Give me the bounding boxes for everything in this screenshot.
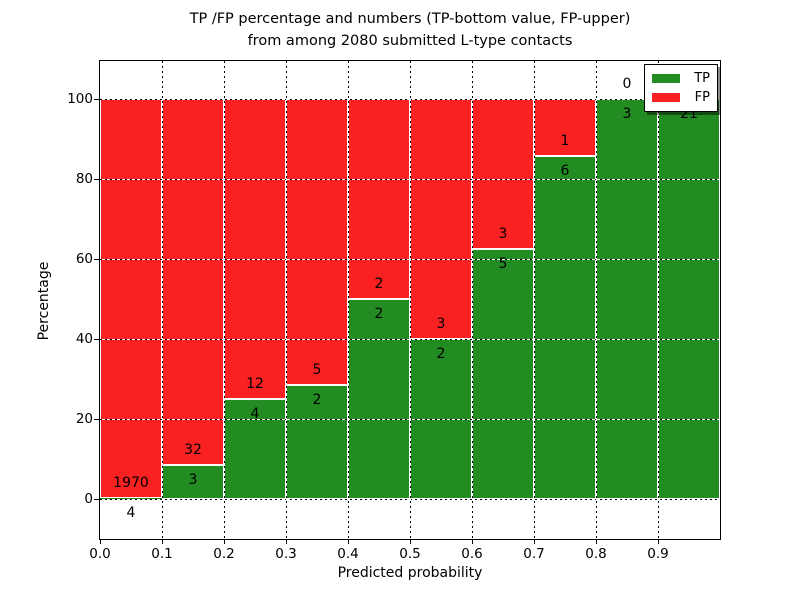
x-gridline [286,61,287,539]
bar-tp-segment [100,498,162,499]
x-gridline [596,61,597,539]
x-tick-mark [348,539,349,544]
fp-count-label: 1970 [113,475,149,492]
legend-entry-fp: FP [652,90,710,105]
fp-count-label: 3 [498,226,508,242]
bar-fp-segment [410,99,472,339]
x-gridline [224,61,225,539]
bar-tp-segment [596,99,658,499]
x-tick-label: 0.1 [151,546,173,562]
x-tick-label: 0.0 [89,546,111,562]
y-axis-label: Percentage [36,261,52,341]
y-tick-mark [94,499,99,500]
tp-count-label: 6 [560,163,570,180]
bar-fp-segment [286,99,348,385]
x-tick-label: 0.6 [461,546,483,562]
x-gridline [162,61,163,539]
legend: TP FP [644,64,718,112]
chart-title-line-2: from among 2080 submitted L-type contact… [247,33,573,49]
x-tick-mark [534,539,535,544]
y-tick-label: 100 [67,91,93,107]
x-tick-label: 0.5 [399,546,421,562]
chart-title-line-1: TP /FP percentage and numbers (TP-bottom… [189,11,631,27]
fp-count-label: 1 [560,133,570,150]
tp-count-label: 2 [374,306,384,322]
x-gridline [472,61,473,539]
bar-fp-segment [348,99,410,299]
bar-fp-segment [100,99,162,499]
x-tick-label: 0.7 [523,546,545,562]
fp-count-label: 32 [184,441,202,458]
y-tick-mark [94,179,99,180]
x-tick-mark [100,539,101,544]
fp-count-label: 3 [436,316,446,332]
legend-label-fp: FP [694,90,710,105]
tp-count-label: 3 [622,106,632,122]
plot-area: 1970 4 32 3 12 4 5 2 2 2 3 2 3 5 1 6 0 3 21 [100,61,720,539]
bar-tp-segment [658,99,720,499]
x-gridline [534,61,535,539]
y-tick-mark [94,99,99,100]
x-tick-label: 0.4 [337,546,359,562]
x-tick-mark [286,539,287,544]
tp-count-label: 3 [188,471,198,488]
y-tick-label: 80 [75,171,93,187]
tp-swatch-icon [652,74,680,83]
y-tick-mark [94,259,99,260]
bar-tp-segment [348,299,410,499]
x-tick-label: 0.3 [275,546,297,562]
x-tick-mark [224,539,225,544]
tp-count-label: 2 [312,391,322,408]
x-tick-mark [410,539,411,544]
legend-label-tp: TP [694,71,710,86]
tp-count-label: 5 [498,256,508,272]
fp-count-label: 12 [246,376,264,392]
x-gridline [348,61,349,539]
x-tick-label: 0.9 [647,546,669,562]
y-tick-mark [94,419,99,420]
x-tick-mark [596,539,597,544]
tp-count-label: 4 [126,505,136,522]
y-tick-label: 20 [75,411,93,427]
x-gridline [410,61,411,539]
legend-entry-tp: TP [652,71,710,86]
tp-count-label: 2 [436,346,446,362]
y-tick-mark [94,339,99,340]
x-tick-label: 0.8 [585,546,607,562]
y-tick-label: 0 [84,491,93,507]
bar-tp-segment [472,249,534,499]
x-tick-mark [162,539,163,544]
tp-count-label: 4 [250,406,260,422]
fp-count-label: 0 [622,76,632,92]
bar-tp-segment [224,399,286,499]
x-gridline [658,61,659,539]
bar-tp-segment [534,156,596,499]
x-tick-mark [658,539,659,544]
x-axis-label: Predicted probability [337,565,483,581]
bar-fp-segment [224,99,286,399]
fp-count-label: 5 [312,361,322,378]
x-tick-mark [472,539,473,544]
x-tick-label: 0.2 [213,546,235,562]
fp-swatch-icon [652,93,680,102]
y-tick-label: 60 [75,251,93,267]
bar-tp-segment [286,384,348,499]
y-tick-label: 40 [75,331,93,347]
fp-count-label: 2 [374,276,384,292]
bar-fp-segment [162,99,224,465]
